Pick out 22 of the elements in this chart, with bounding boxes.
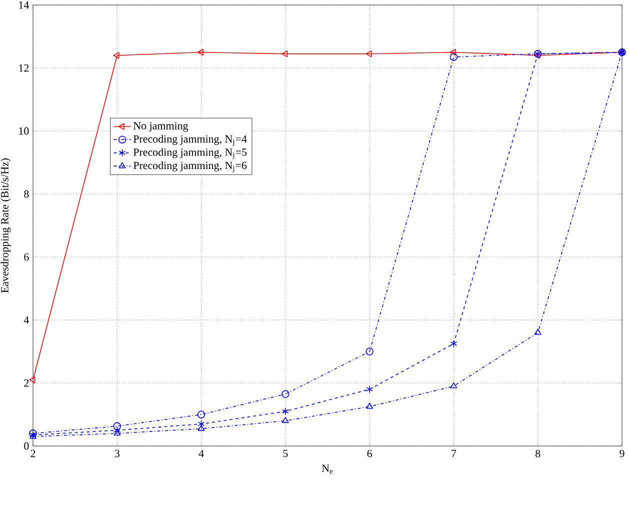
y-tick-label: 6 [24, 253, 29, 261]
y-axis-title: Eavesdropping Rate (Bit/s/Hz) [0, 158, 11, 293]
x-tick-label: 3 [114, 450, 120, 458]
x-axis-title: N$_{e}$ [322, 464, 333, 474]
y-tick-label: 12 [19, 64, 29, 72]
legend-label: Precoding jamming, N$_{j}$=4 [133, 134, 247, 146]
y-tick-label: 0 [24, 442, 29, 450]
x-tick-label: 7 [452, 450, 456, 458]
y-tick-label: 10 [19, 127, 29, 135]
y-tick-label: 2 [24, 379, 29, 387]
legend-label: No jamming [133, 122, 188, 132]
x-tick-label: 8 [536, 450, 540, 458]
x-tick-label: 9 [620, 450, 624, 458]
x-tick-label: 4 [198, 450, 204, 458]
legend-label: Precoding jamming, N$_{j}$=5 [133, 148, 247, 160]
x-tick-label: 5 [283, 450, 288, 458]
x-tick-label: 6 [367, 450, 372, 458]
x-tick-label: 2 [30, 450, 36, 458]
y-tick-label: 14 [19, 1, 29, 9]
legend-label: Precoding jamming, N$_{j}$=6 [133, 161, 247, 172]
y-tick-label: 4 [24, 316, 29, 324]
y-tick-label: 8 [24, 190, 29, 198]
